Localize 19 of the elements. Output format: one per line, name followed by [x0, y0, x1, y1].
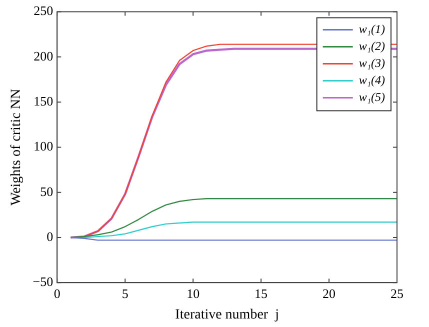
y-tick-label: 0: [46, 228, 54, 244]
legend-label: w₁(3): [358, 56, 386, 70]
x-axis-title: Iterative number j: [175, 307, 279, 322]
y-tick-label: 250: [34, 3, 54, 18]
legend-label: w₁(2): [358, 38, 386, 53]
y-tick-label: 150: [34, 93, 54, 108]
y-tick-label: 50: [40, 184, 54, 199]
y-tick-label: 100: [34, 138, 54, 154]
legend-label: w₁(4): [358, 72, 386, 87]
legend-label: w₁(5): [358, 90, 386, 104]
x-tick-label: 10: [186, 286, 200, 301]
y-tick-label: −50: [32, 274, 54, 290]
legend-label: w₁(1): [358, 22, 386, 36]
x-tick-label: 15: [254, 286, 268, 301]
x-tick-label: 5: [122, 286, 128, 301]
y-axis-title: Weights of critic NN: [9, 88, 24, 206]
y-tick-label: 200: [34, 48, 54, 64]
x-tick-label: 20: [322, 286, 336, 301]
x-tick-label: 25: [390, 286, 404, 301]
